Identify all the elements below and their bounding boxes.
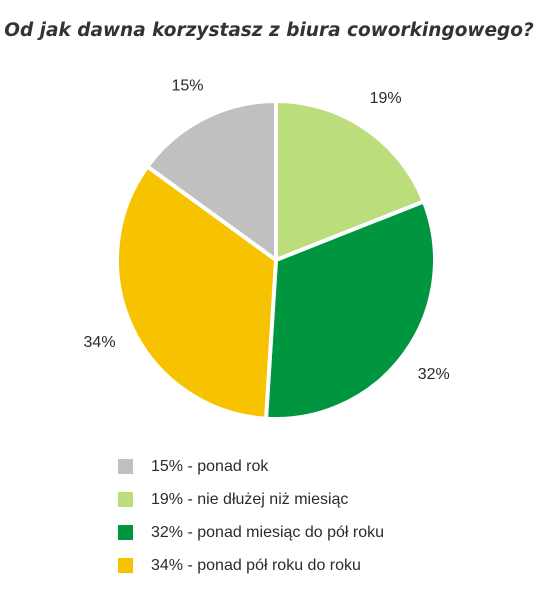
pie-chart: 19% 32% 34% 15%	[84, 77, 450, 421]
legend-label: 19% - nie dłużej niż miesiąc	[151, 490, 349, 508]
legend-item: 34% - ponad pół roku do roku	[118, 549, 384, 582]
legend-item: 32% - ponad miesiąc do pół roku	[118, 516, 384, 549]
slice-label: 19%	[370, 90, 402, 107]
legend-label: 32% - ponad miesiąc do pół roku	[151, 523, 385, 541]
slice-label: 15%	[171, 77, 203, 94]
legend-item: 19% - nie dłużej niż miesiąc	[118, 483, 384, 516]
pie-slice	[274, 99, 426, 262]
legend-item: 15% - ponad rok	[118, 450, 384, 483]
legend-swatch	[118, 525, 133, 540]
legend-label: 34% - ponad pół roku do roku	[151, 556, 361, 574]
legend-swatch	[118, 558, 133, 573]
legend-swatch	[118, 492, 133, 507]
chart-title: Od jak dawna korzystasz z biura coworkin…	[4, 20, 534, 41]
legend-swatch	[118, 459, 133, 474]
legend-label: 15% - ponad rok	[151, 457, 269, 475]
slice-label: 34%	[84, 334, 116, 351]
legend: 15% - ponad rok 19% - nie dłużej niż mie…	[118, 450, 384, 582]
slice-label: 32%	[418, 366, 450, 383]
pie-slice	[145, 99, 278, 262]
pie-slice	[115, 164, 278, 421]
pie-slice	[264, 199, 437, 421]
